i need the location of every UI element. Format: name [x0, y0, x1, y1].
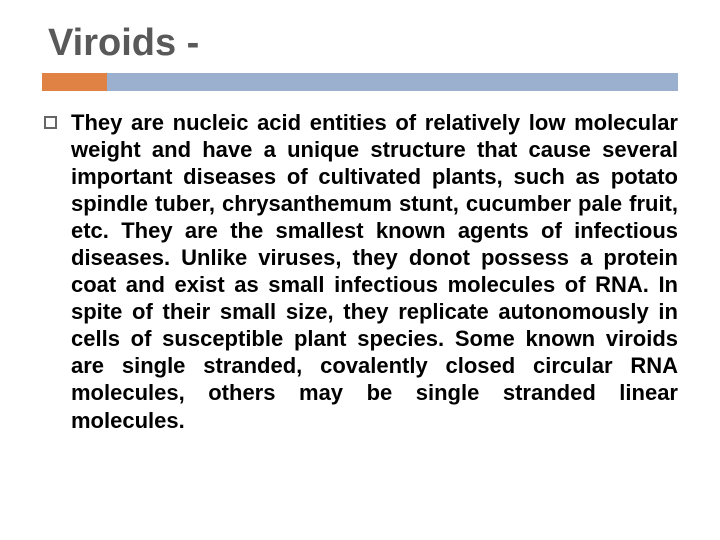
slide-container: Viroids - They are nucleic acid entities…	[0, 0, 720, 540]
divider-main-bar	[107, 73, 678, 91]
slide-title: Viroids -	[48, 22, 678, 65]
content-row: They are nucleic acid entities of relati…	[42, 109, 678, 434]
body-paragraph: They are nucleic acid entities of relati…	[71, 109, 678, 434]
divider-accent-bar	[42, 73, 107, 91]
bullet-square-icon	[44, 116, 57, 129]
title-divider	[42, 73, 678, 91]
